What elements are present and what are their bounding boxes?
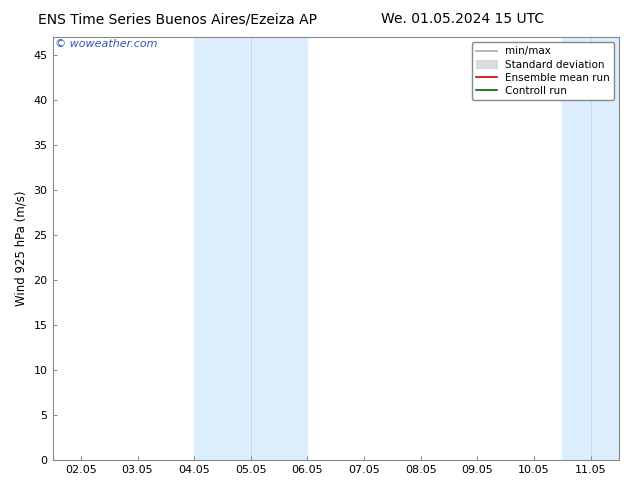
Y-axis label: Wind 925 hPa (m/s): Wind 925 hPa (m/s) [15, 191, 28, 306]
Text: © woweather.com: © woweather.com [55, 39, 158, 49]
Bar [194, 37, 307, 460]
Text: We. 01.05.2024 15 UTC: We. 01.05.2024 15 UTC [381, 12, 545, 26]
Bar [562, 37, 619, 460]
Text: ENS Time Series Buenos Aires/Ezeiza AP: ENS Time Series Buenos Aires/Ezeiza AP [38, 12, 317, 26]
Legend: min/max, Standard deviation, Ensemble mean run, Controll run: min/max, Standard deviation, Ensemble me… [472, 42, 614, 100]
